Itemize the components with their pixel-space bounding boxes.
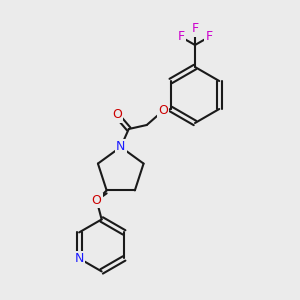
Text: O: O [92, 194, 102, 207]
Text: O: O [112, 109, 122, 122]
Text: O: O [158, 104, 168, 118]
Text: F: F [191, 22, 199, 35]
Text: F: F [177, 31, 184, 44]
Text: F: F [206, 31, 213, 44]
Text: N: N [116, 140, 125, 154]
Text: N: N [74, 252, 84, 265]
